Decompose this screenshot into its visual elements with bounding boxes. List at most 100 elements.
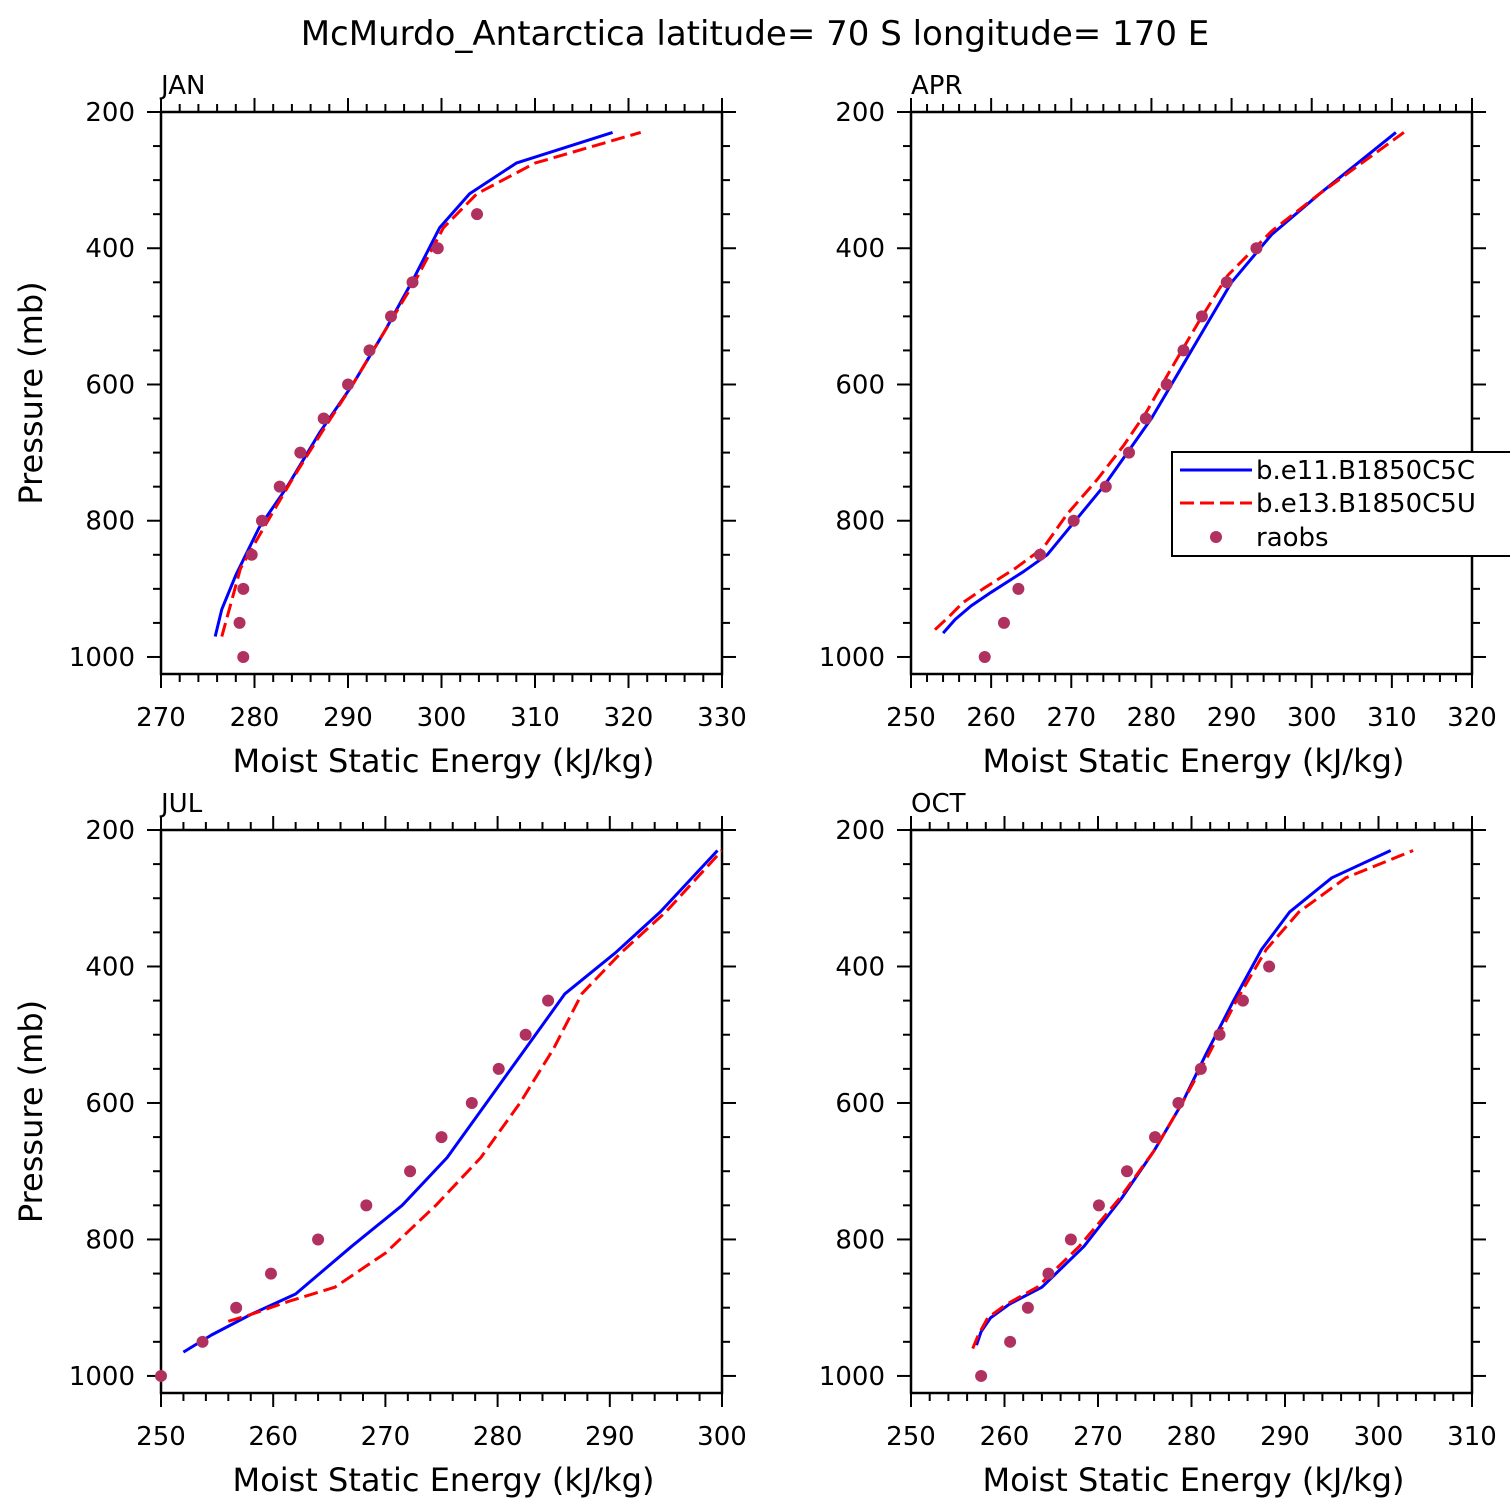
raobs-point	[435, 1131, 448, 1144]
y-tick-label: 600	[835, 370, 885, 400]
raobs-point	[1236, 994, 1249, 1007]
raobs-point	[196, 1335, 209, 1348]
panel-jan: JAN 270 280 290 300 310 320 330 200 400 600 800 1000…	[12, 71, 747, 780]
x-tick-label: 290	[1207, 703, 1257, 733]
plot-frame	[159, 828, 724, 1395]
x-tick-label: 250	[136, 1422, 186, 1452]
raobs-point	[237, 582, 250, 595]
series-line-e11	[213, 130, 614, 637]
raobs-point	[542, 994, 555, 1007]
plot-frame	[909, 828, 1474, 1395]
raobs-point	[978, 650, 991, 663]
raobs-point	[997, 616, 1010, 629]
x-axis-label: Moist Static Energy (kJ/kg)	[233, 1461, 655, 1499]
raobs-point	[1067, 514, 1080, 527]
raobs-point	[245, 548, 258, 561]
figure-title: McMurdo_Antarctica latitude= 70 S longit…	[301, 14, 1210, 54]
raobs-point	[1177, 344, 1190, 357]
x-tick-label: 300	[1354, 1422, 1404, 1452]
x-tick-label: 250	[886, 703, 936, 733]
y-tick-label: 400	[85, 952, 135, 982]
x-tick-label: 280	[1167, 1422, 1217, 1452]
raobs-point	[255, 514, 268, 527]
y-tick-label: 200	[85, 98, 135, 128]
y-tick-label: 800	[835, 507, 885, 537]
panels: JAN 270 280 290 300 310 320 330 200 400 600 800 1000…	[12, 71, 1497, 1499]
raobs-point	[273, 480, 286, 493]
raobs-point	[1263, 960, 1276, 973]
y-tick-label: 400	[835, 234, 885, 264]
y-tick-label: 800	[85, 507, 135, 537]
raobs-point	[404, 1165, 417, 1178]
raobs-point	[1172, 1096, 1185, 1109]
raobs-point	[471, 208, 484, 221]
series-line-e13	[971, 849, 1414, 1350]
y-tick-label: 800	[835, 1225, 885, 1255]
panel-title: JAN	[159, 71, 205, 101]
x-tick-label: 260	[966, 703, 1016, 733]
x-axis-label: Moist Static Energy (kJ/kg)	[983, 1461, 1405, 1499]
plot-area	[971, 849, 1414, 1350]
x-tick-label: 260	[248, 1422, 298, 1452]
raobs-point	[317, 412, 330, 425]
x-tick-label: 310	[1367, 703, 1417, 733]
raobs-point	[294, 446, 307, 459]
x-tick-label: 270	[1046, 703, 1096, 733]
x-tick-label: 300	[1287, 703, 1337, 733]
x-axis-label: Moist Static Energy (kJ/kg)	[233, 742, 655, 780]
raobs-point	[1160, 378, 1173, 391]
y-tick-label: 200	[85, 816, 135, 846]
raobs-point	[1042, 1267, 1055, 1280]
y-tick-label: 1000	[819, 1362, 885, 1392]
y-tick-label: 400	[835, 952, 885, 982]
x-tick-label: 280	[230, 703, 280, 733]
y-tick-label: 1000	[69, 1362, 135, 1392]
series-line-e13	[933, 131, 1405, 631]
raobs-point	[1139, 412, 1152, 425]
raobs-point	[342, 378, 354, 391]
raobs-point	[431, 242, 444, 255]
x-tick-label: 320	[604, 703, 654, 733]
y-tick-label: 200	[835, 98, 885, 128]
raobs-point	[1120, 1165, 1133, 1178]
x-tick-label: 270	[136, 703, 186, 733]
x-tick-label: 330	[697, 703, 747, 733]
x-tick-label: 290	[585, 1422, 635, 1452]
raobs-point	[1149, 1131, 1162, 1144]
raobs-point	[975, 1369, 988, 1382]
y-tick-label: 600	[85, 370, 135, 400]
y-axis-label: Pressure (mb)	[12, 281, 50, 504]
legend-swatch-marker	[1210, 531, 1222, 543]
raobs-point	[155, 1369, 167, 1382]
x-tick-label: 270	[1073, 1422, 1123, 1452]
y-axis-label: Pressure (mb)	[12, 1000, 50, 1223]
x-axis-label: Moist Static Energy (kJ/kg)	[983, 742, 1405, 780]
x-tick-label: 290	[323, 703, 373, 733]
raobs-point	[1064, 1233, 1077, 1246]
panel-oct: OCT 250 260 270 280 290 300 310 200 400 600 800 1000…	[819, 789, 1497, 1499]
panel-title: OCT	[911, 789, 966, 819]
x-tick-label: 320	[1447, 703, 1497, 733]
x-tick-label: 280	[1127, 703, 1177, 733]
y-tick-label: 600	[85, 1089, 135, 1119]
raobs-point	[1213, 1028, 1226, 1041]
panel-apr: APR 250 260 270 280 290 300 310 320 200 400 600 800 1…	[819, 71, 1497, 780]
raobs-point	[1092, 1199, 1105, 1212]
x-tick-label: 250	[886, 1422, 936, 1452]
raobs-point	[230, 1301, 243, 1314]
raobs-point	[233, 616, 246, 629]
series-line-e13	[227, 849, 722, 1323]
x-tick-label: 260	[980, 1422, 1030, 1452]
legend-label: raobs	[1256, 523, 1329, 553]
series-line-e13	[220, 130, 642, 637]
y-tick-label: 200	[835, 816, 885, 846]
x-tick-label: 310	[1447, 1422, 1497, 1452]
legend-label: b.e13.B1850C5U	[1256, 489, 1476, 519]
raobs-point	[385, 310, 398, 323]
y-tick-label: 600	[835, 1089, 885, 1119]
raobs-point	[1099, 480, 1112, 493]
plot-area	[182, 849, 722, 1354]
panel-title: APR	[911, 71, 963, 101]
